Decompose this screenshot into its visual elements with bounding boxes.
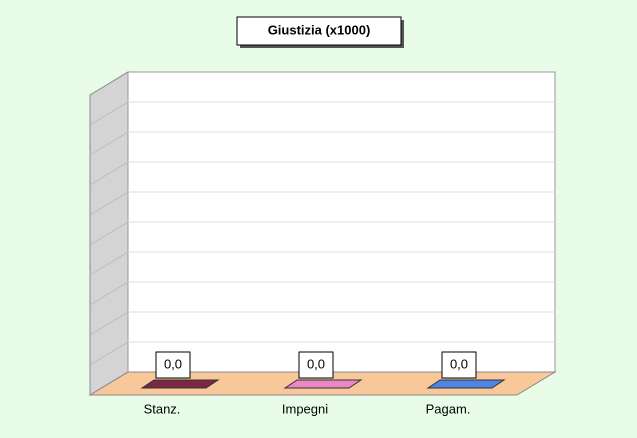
- wall-line: [89, 281, 129, 306]
- chart-title: Giustizia (x1000): [268, 22, 371, 37]
- wall-line: [89, 311, 129, 336]
- value-label: 0,0: [164, 356, 182, 371]
- wall-line: [89, 101, 129, 126]
- x-tick-label: Pagam.: [426, 401, 471, 416]
- value-label: 0,0: [450, 356, 468, 371]
- bar: [426, 379, 506, 389]
- title-box: [236, 16, 402, 46]
- x-tick-label: Stanz.: [144, 401, 181, 416]
- value-label: 0,0: [307, 356, 325, 371]
- wall-line: [89, 161, 129, 186]
- wall-line: [89, 131, 129, 156]
- bar: [140, 379, 220, 389]
- wall-line: [89, 221, 129, 246]
- plot-walls: [88, 71, 557, 396]
- wall-line: [89, 341, 129, 366]
- value-label-box: [298, 351, 334, 379]
- wall-line: [89, 251, 129, 276]
- value-label-box: [155, 351, 191, 379]
- grid: [89, 101, 555, 366]
- bar: [283, 379, 363, 389]
- x-tick-label: Impegni: [282, 401, 328, 416]
- value-label-box: [441, 351, 477, 379]
- wall-line: [89, 191, 129, 216]
